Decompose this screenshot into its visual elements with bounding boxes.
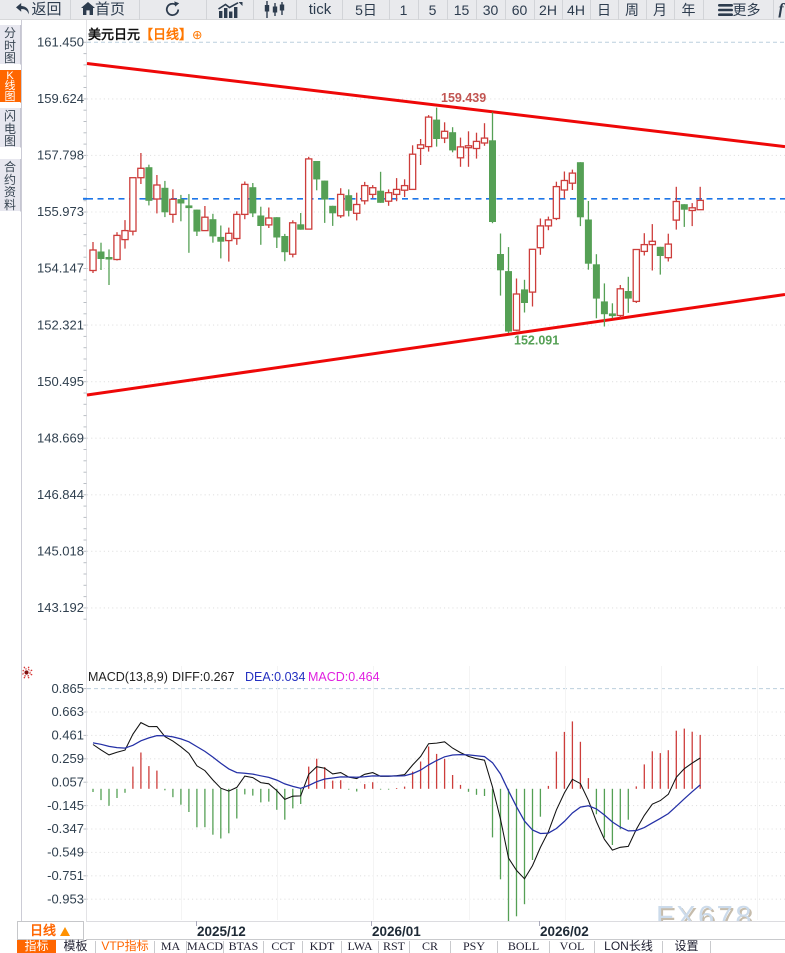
svg-text:157.798: 157.798	[37, 148, 84, 163]
svg-text:0.259: 0.259	[51, 751, 84, 766]
svg-text:159.624: 159.624	[37, 91, 84, 106]
svg-text:143.192: 143.192	[37, 600, 84, 615]
svg-text:0.057: 0.057	[51, 774, 84, 789]
svg-text:-0.751: -0.751	[47, 868, 84, 883]
svg-text:161.450: 161.450	[37, 35, 84, 50]
svg-text:-0.347: -0.347	[47, 821, 84, 836]
svg-text:-0.953: -0.953	[47, 891, 84, 906]
svg-text:146.844: 146.844	[37, 487, 84, 502]
svg-text:DEA:0.034: DEA:0.034	[245, 670, 306, 684]
svg-text:DIFF:0.267: DIFF:0.267	[172, 670, 235, 684]
svg-text:155.973: 155.973	[37, 204, 84, 219]
svg-text:MACD:0.464: MACD:0.464	[308, 670, 380, 684]
svg-text:MACD(13,8,9): MACD(13,8,9)	[88, 670, 168, 684]
svg-text:150.495: 150.495	[37, 374, 84, 389]
svg-text:145.018: 145.018	[37, 544, 84, 559]
svg-text:154.147: 154.147	[37, 261, 84, 276]
svg-text:159.439: 159.439	[441, 91, 486, 105]
svg-text:0.461: 0.461	[51, 728, 84, 743]
svg-text:-0.145: -0.145	[47, 798, 84, 813]
svg-text:0.663: 0.663	[51, 704, 84, 719]
svg-text:148.669: 148.669	[37, 430, 84, 445]
svg-text:-0.549: -0.549	[47, 845, 84, 860]
svg-text:152.321: 152.321	[37, 317, 84, 332]
svg-text:0.865: 0.865	[51, 681, 84, 696]
svg-text:152.091: 152.091	[514, 334, 559, 348]
